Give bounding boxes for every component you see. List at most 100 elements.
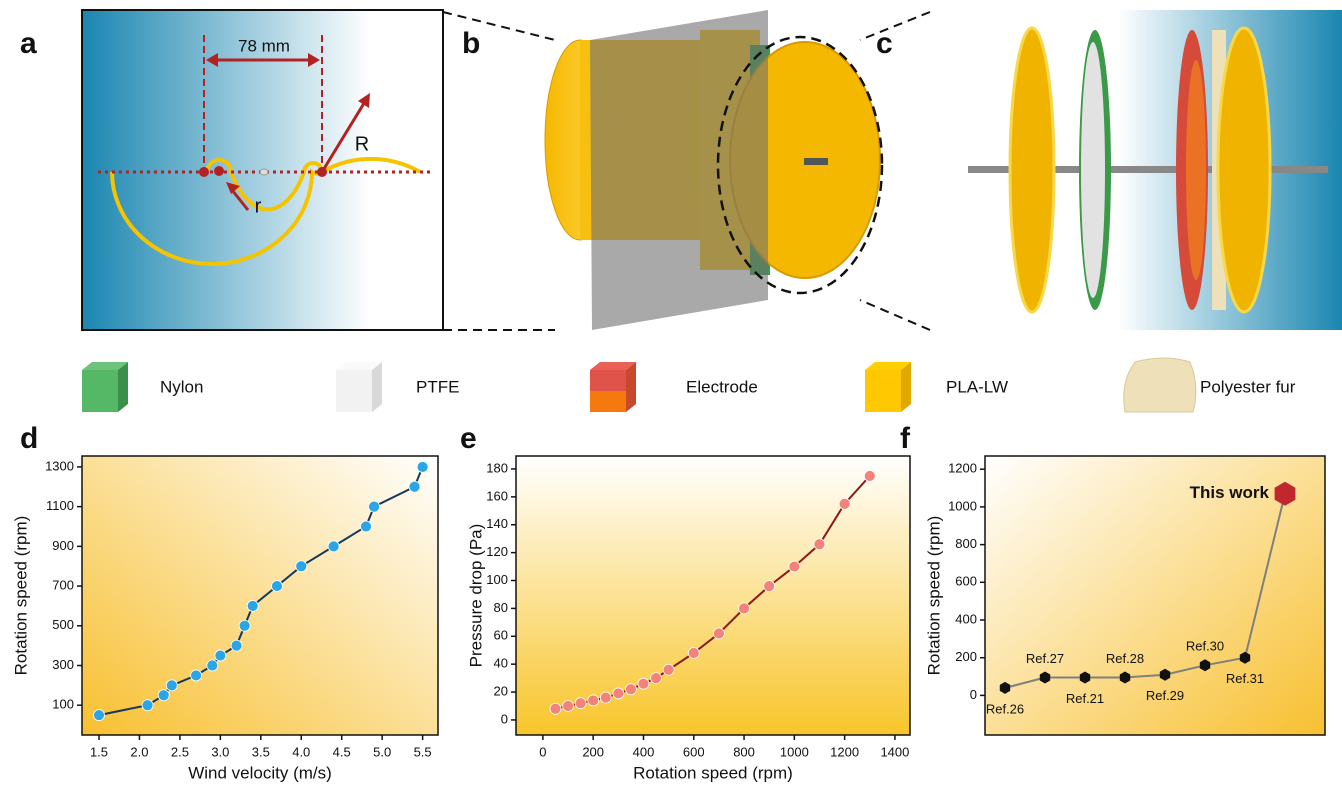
data-point <box>588 695 599 706</box>
x-tick-label: 200 <box>582 744 604 759</box>
y-tick-label: 600 <box>955 574 977 589</box>
data-point <box>739 603 750 614</box>
legend-label: PTFE <box>416 377 459 396</box>
y-tick-label: 160 <box>486 488 508 503</box>
data-point <box>651 673 662 684</box>
panel-label: e <box>460 422 477 455</box>
y-tick-label: 0 <box>970 687 977 702</box>
y-axis-label: Pressure drop (Pa) <box>466 524 485 668</box>
data-point <box>713 628 724 639</box>
data-point <box>328 541 339 552</box>
figure: 78 mm R r a b c d e f Nylon PTFE Electro… <box>0 0 1342 786</box>
data-point <box>638 678 649 689</box>
data-point <box>369 501 380 512</box>
data-point <box>663 664 674 675</box>
x-tick-label: 5.5 <box>414 744 432 759</box>
data-point <box>296 561 307 572</box>
data-point <box>764 581 775 592</box>
panel-label: a <box>20 27 37 60</box>
data-point <box>550 703 561 714</box>
y-tick-label: 1200 <box>948 461 977 476</box>
data-point <box>271 581 282 592</box>
y-tick-label: 1000 <box>948 498 977 513</box>
legend-label: Polyester fur <box>1200 377 1296 396</box>
x-tick-label: 2.0 <box>130 744 148 759</box>
y-tick-label: 40 <box>494 656 508 671</box>
legend-label: Nylon <box>160 377 203 396</box>
y-tick-label: 800 <box>955 536 977 551</box>
y-tick-label: 180 <box>486 460 508 475</box>
material-legend <box>82 358 1196 412</box>
x-tick-label: 600 <box>683 744 705 759</box>
data-point <box>864 470 875 481</box>
y-tick-label: 500 <box>52 617 74 632</box>
y-tick-label: 80 <box>494 600 508 615</box>
y-tick-label: 700 <box>52 578 74 593</box>
x-tick-label: 4.0 <box>292 744 310 759</box>
point-label: Ref.27 <box>1026 651 1064 666</box>
legend-label: Electrode <box>686 377 758 396</box>
small-radius-label: r <box>255 195 262 217</box>
y-tick-label: 60 <box>494 628 508 643</box>
point-label: Ref.30 <box>1186 639 1224 654</box>
y-axis-label: Rotation speed (rpm) <box>924 516 943 676</box>
data-point <box>600 692 611 703</box>
x-tick-label: 800 <box>733 744 755 759</box>
data-point <box>93 710 104 721</box>
x-tick-label: 1400 <box>880 744 909 759</box>
y-tick-label: 1300 <box>45 458 74 473</box>
data-point <box>360 521 371 532</box>
data-point <box>215 650 226 661</box>
data-point <box>575 698 586 709</box>
point-label: Ref.26 <box>986 701 1024 716</box>
y-axis-label: Rotation speed (rpm) <box>11 516 30 676</box>
y-tick-label: 0 <box>501 711 508 726</box>
data-point <box>166 680 177 691</box>
y-tick-label: 900 <box>52 538 74 553</box>
x-tick-label: 400 <box>633 744 655 759</box>
data-point <box>688 648 699 659</box>
point-label: Ref.21 <box>1066 691 1104 706</box>
data-point <box>839 498 850 509</box>
data-point <box>417 461 428 472</box>
y-tick-label: 300 <box>52 657 74 672</box>
width-label: 78 mm <box>238 36 290 55</box>
data-point <box>231 640 242 651</box>
data-point <box>625 684 636 695</box>
data-point <box>613 688 624 699</box>
data-point <box>191 670 202 681</box>
x-tick-label: 5.0 <box>373 744 391 759</box>
y-tick-label: 120 <box>486 544 508 559</box>
x-tick-label: 2.5 <box>171 744 189 759</box>
device-drawing <box>443 10 930 330</box>
x-tick-label: 3.0 <box>211 744 229 759</box>
data-point <box>563 700 574 711</box>
panel-label: b <box>462 27 480 60</box>
data-point <box>814 539 825 550</box>
panel-label: d <box>20 422 38 455</box>
point-label: Ref.31 <box>1226 671 1264 686</box>
data-point <box>142 700 153 711</box>
big-radius-label: R <box>355 133 369 155</box>
x-tick-label: 1000 <box>780 744 809 759</box>
panel-label: c <box>876 27 893 60</box>
x-tick-label: 1200 <box>830 744 859 759</box>
y-tick-label: 100 <box>52 697 74 712</box>
y-tick-label: 200 <box>955 649 977 664</box>
data-point <box>158 690 169 701</box>
x-tick-label: 4.5 <box>333 744 351 759</box>
y-tick-label: 400 <box>955 611 977 626</box>
point-label: This work <box>1190 483 1270 502</box>
point-label: Ref.28 <box>1106 651 1144 666</box>
x-axis-label: Wind velocity (m/s) <box>188 763 332 782</box>
point-label: Ref.29 <box>1146 688 1184 703</box>
y-tick-label: 20 <box>494 683 508 698</box>
data-point <box>789 561 800 572</box>
panel-label: f <box>900 422 911 455</box>
plot-background <box>82 456 438 735</box>
x-axis-label: Rotation speed (rpm) <box>633 763 793 782</box>
data-point <box>207 660 218 671</box>
x-tick-label: 1.5 <box>90 744 108 759</box>
y-tick-label: 1100 <box>46 498 74 513</box>
data-point <box>239 620 250 631</box>
